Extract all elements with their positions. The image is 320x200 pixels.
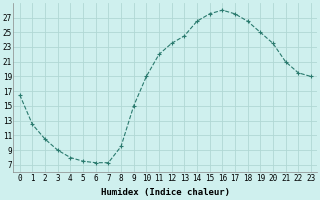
X-axis label: Humidex (Indice chaleur): Humidex (Indice chaleur) (101, 188, 230, 197)
